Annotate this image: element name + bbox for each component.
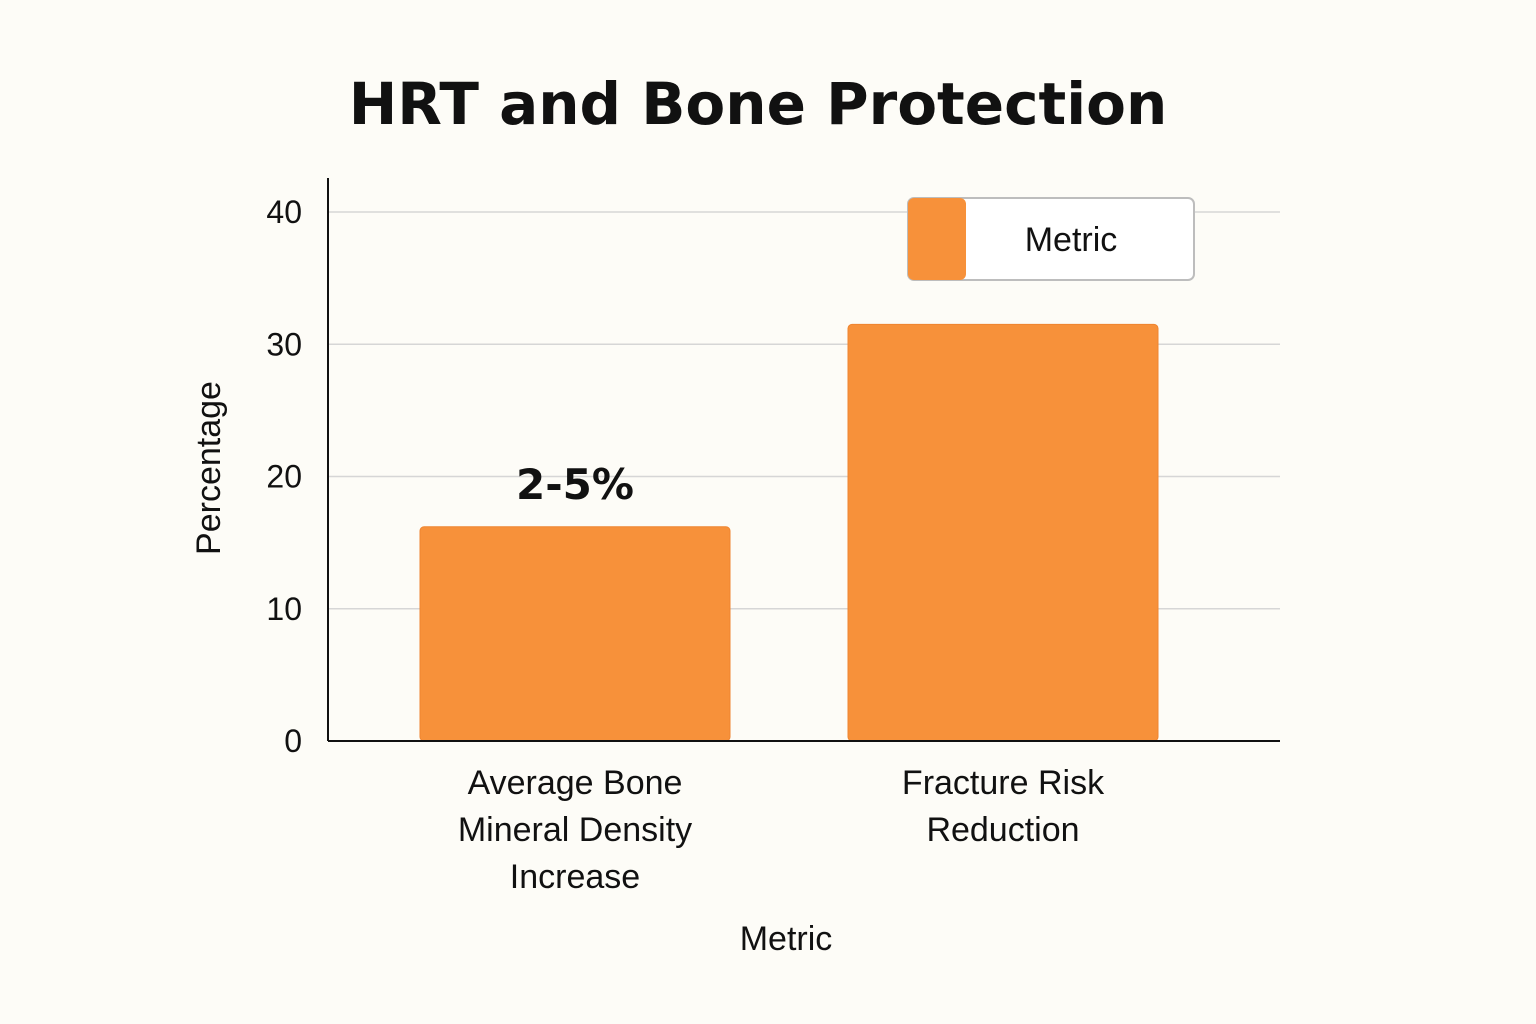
- x-category-labels: Average Bone Mineral Density Increase Fract…: [458, 764, 1105, 896]
- bar-0: [419, 526, 731, 742]
- y-axis-label: Percentage: [190, 381, 228, 555]
- bars: [419, 323, 1159, 742]
- y-tick-labels: 0 10 20 30 40: [266, 194, 302, 759]
- x-axis-label: Metric: [740, 920, 833, 958]
- axes: [327, 178, 1280, 742]
- y-tick-label: 40: [266, 194, 302, 230]
- legend-swatch: [908, 198, 966, 280]
- data-label: 2-5%: [516, 460, 634, 509]
- y-tick-label: 10: [266, 591, 302, 627]
- chart-title: HRT and Bone Protection: [349, 70, 1168, 138]
- bar-1: [847, 323, 1159, 742]
- x-category-label: Average Bone Mineral Density Increase: [458, 764, 692, 896]
- y-tick-label: 30: [266, 326, 302, 362]
- legend: Metric: [907, 197, 1195, 281]
- x-category-label: Fracture Risk Reduction: [902, 764, 1105, 849]
- legend-entry-label: Metric: [1025, 221, 1118, 259]
- data-labels: 2-5%: [516, 460, 634, 509]
- y-tick-label: 0: [284, 723, 302, 759]
- y-tick-label: 20: [266, 459, 302, 495]
